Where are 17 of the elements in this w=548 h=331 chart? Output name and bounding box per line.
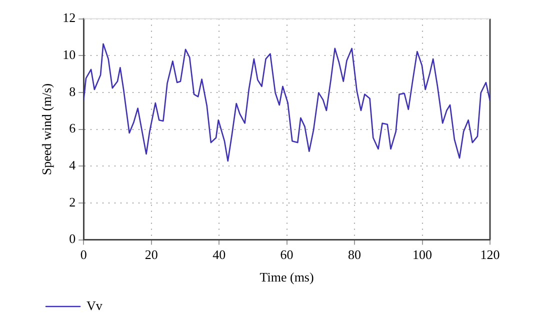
y-tick-label: 10 — [62, 47, 76, 62]
y-tick-label: 2 — [69, 194, 76, 210]
x-tick-label: 20 — [144, 247, 158, 262]
y-axis-title: Speed wind (m/s) — [39, 83, 54, 176]
y-tick-label: 6 — [69, 120, 76, 136]
x-tick-label: 0 — [80, 247, 87, 262]
x-tick-label: 120 — [480, 247, 500, 262]
y-tick-label: 12 — [62, 10, 76, 26]
y-tick-label: 0 — [69, 231, 76, 246]
legend-label: Vv — [86, 298, 103, 313]
y-tick-label: 8 — [69, 84, 76, 99]
x-tick-label: 100 — [412, 247, 432, 262]
x-tick-label: 40 — [212, 247, 226, 262]
x-axis-title: Time (ms) — [260, 270, 314, 285]
x-tick-label: 80 — [348, 247, 362, 262]
x-tick-label: 60 — [280, 247, 294, 262]
y-tick-label: 4 — [69, 158, 76, 173]
